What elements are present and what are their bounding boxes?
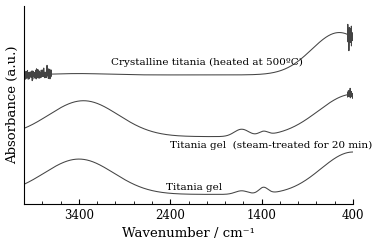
Text: Titania gel  (steam-treated for 20 min): Titania gel (steam-treated for 20 min) (170, 141, 372, 150)
Y-axis label: Absorbance (a.u.): Absorbance (a.u.) (5, 46, 18, 164)
Text: Titania gel: Titania gel (166, 184, 222, 192)
X-axis label: Wavenumber / cm⁻¹: Wavenumber / cm⁻¹ (122, 228, 255, 240)
Text: Crystalline titania (heated at 500ºC): Crystalline titania (heated at 500ºC) (111, 58, 303, 67)
